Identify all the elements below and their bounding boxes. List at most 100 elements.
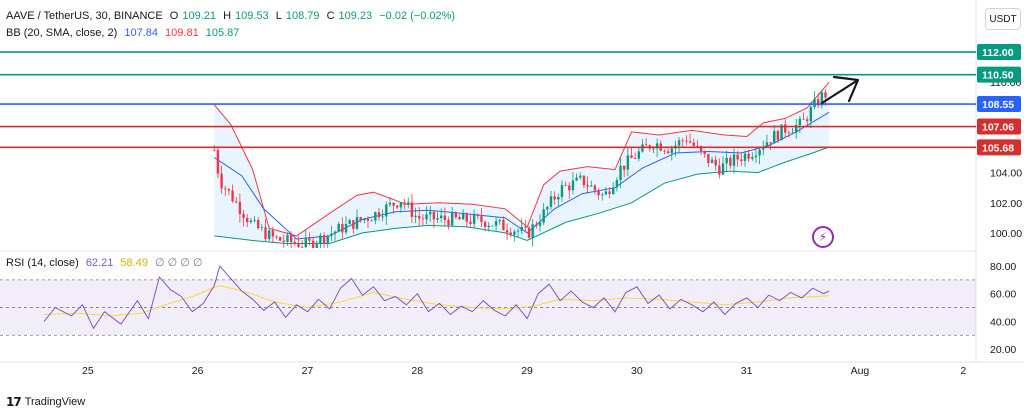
candle-body — [213, 150, 216, 151]
candle-body — [762, 147, 765, 150]
candle-body — [637, 151, 641, 159]
candle-body — [784, 124, 787, 133]
time-tick-label: 28 — [411, 365, 423, 377]
currency-button[interactable]: USDT — [985, 8, 1021, 30]
rsi-value: 62.21 — [85, 257, 114, 269]
candle-body — [458, 217, 461, 220]
candle-body — [747, 153, 750, 159]
candle-body — [758, 149, 761, 156]
time-tick-label: 31 — [741, 365, 753, 377]
candle-body — [586, 185, 589, 187]
candle-body — [644, 144, 648, 146]
candle-body — [608, 191, 611, 194]
candle-body — [685, 140, 688, 142]
candle-body — [443, 215, 447, 220]
lightning-icon[interactable]: ⚡ — [812, 226, 834, 248]
candle-body — [652, 148, 655, 150]
candle-body — [319, 235, 322, 245]
candle-body — [721, 163, 725, 175]
candle-body — [374, 212, 377, 221]
candle-body — [359, 217, 362, 221]
candle-body — [300, 246, 304, 248]
price-level-badge — [977, 96, 1021, 113]
open-value: 109.21 — [182, 10, 216, 22]
candle-body — [418, 215, 421, 219]
close-value: 109.23 — [338, 10, 373, 22]
candle-body — [816, 99, 820, 106]
candle-body — [370, 220, 373, 222]
candle-body — [579, 175, 582, 178]
candle-body — [396, 205, 399, 208]
price-level-label: 105.68 — [982, 142, 1014, 154]
candle-body — [725, 157, 728, 164]
candle-body — [381, 216, 384, 218]
candle-body — [593, 185, 597, 191]
change-value: −0.02 (−0.02%) — [379, 10, 456, 22]
candle-body — [399, 202, 403, 208]
candle-body — [655, 143, 659, 149]
candle-body — [809, 107, 813, 122]
symbol-header: AAVE / TetherUS, 30, BINANCE O 109.21 H 10… — [6, 10, 459, 22]
time-tick-label: Aug — [851, 365, 870, 377]
candle-body — [729, 157, 732, 166]
candle-body — [275, 236, 278, 238]
candle-body — [813, 99, 816, 108]
candle-body — [798, 118, 802, 126]
candle-body — [264, 227, 267, 240]
candle-body — [773, 130, 776, 144]
candle-body — [765, 142, 769, 148]
candle-body — [326, 235, 329, 244]
candle-body — [754, 155, 758, 158]
candle-body — [535, 224, 538, 226]
candle-body — [549, 196, 553, 207]
bb-basis-line — [214, 111, 830, 240]
candle-body — [403, 202, 406, 205]
candle-body — [824, 92, 827, 98]
candle-body — [432, 211, 436, 220]
rsi-ma-value: 58.49 — [120, 257, 148, 269]
candle-body — [253, 219, 256, 221]
candle-body — [571, 180, 575, 191]
tradingview-branding[interactable]: 𝟭𝟳 TradingView — [6, 395, 85, 409]
candle-body — [322, 235, 326, 244]
candle-body — [297, 243, 300, 247]
candle-body — [696, 146, 699, 147]
candle-body — [820, 92, 824, 106]
candle-body — [531, 224, 534, 238]
rsi-legend[interactable]: RSI (14, close) 62.21 58.49 ∅ ∅ ∅ ∅ — [6, 256, 207, 269]
candle-body — [542, 209, 545, 223]
candle-body — [278, 237, 282, 241]
candle-body — [224, 188, 227, 190]
candle-body — [498, 219, 501, 222]
price-level-label: 112.00 — [982, 47, 1014, 59]
price-level-badge — [977, 118, 1021, 135]
candle-body — [681, 140, 684, 142]
candle-body — [480, 216, 483, 222]
price-level-label: 107.06 — [982, 122, 1014, 134]
candle-body — [560, 185, 564, 197]
candle-body — [311, 240, 315, 248]
candle-body — [564, 185, 567, 186]
candle-body — [732, 154, 736, 166]
candle-body — [271, 230, 275, 237]
low-value: 108.79 — [285, 10, 320, 22]
bb-basis-value: 107.84 — [124, 27, 158, 39]
candle-body — [333, 231, 337, 234]
open-label: O — [169, 10, 179, 22]
candle-body — [740, 159, 743, 162]
rsi-tick-label: 20.00 — [990, 344, 1016, 356]
candle-body — [795, 125, 798, 133]
candle-body — [461, 213, 465, 220]
candle-body — [622, 165, 626, 170]
bb-legend[interactable]: BB (20, SMA, close, 2) 107.84 109.81 105… — [6, 27, 243, 39]
candle-body — [688, 141, 692, 143]
candle-body — [450, 212, 454, 226]
symbol-label[interactable]: AAVE / TetherUS, 30, BINANCE — [6, 10, 163, 22]
candle-body — [769, 142, 772, 144]
bb-lower-value: 105.87 — [205, 27, 240, 39]
arrow-drawing[interactable] — [820, 75, 860, 105]
candle-body — [476, 214, 479, 217]
candle-body — [407, 202, 410, 205]
time-tick-label: 29 — [521, 365, 533, 377]
